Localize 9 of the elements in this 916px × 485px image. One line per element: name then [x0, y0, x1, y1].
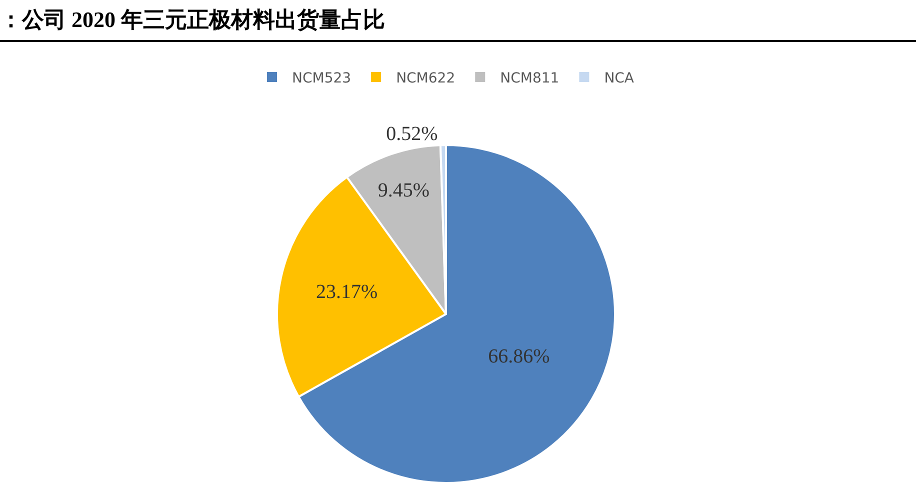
legend-label: NCM523 [292, 70, 352, 86]
data-label: 9.45% [378, 179, 430, 202]
legend-label: NCM811 [500, 70, 560, 86]
data-label: 23.17% [316, 281, 378, 304]
legend-label: NCM622 [396, 70, 456, 86]
data-label: 66.86% [488, 346, 550, 368]
data-label: 0.52% [386, 123, 438, 146]
legend-label: NCA [604, 70, 634, 86]
chart-title: ：公司 2020 年三元正极材料出货量占比 [0, 0, 916, 42]
